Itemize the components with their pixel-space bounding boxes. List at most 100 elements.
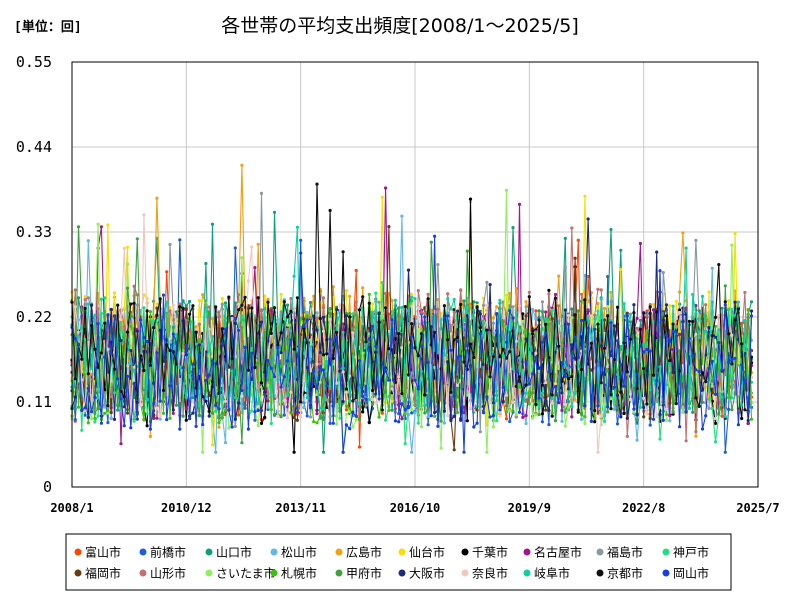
data-point — [367, 397, 371, 402]
data-point — [727, 332, 731, 336]
legend-item: 福島市 — [596, 545, 643, 560]
data-point — [544, 380, 548, 385]
data-point — [76, 318, 81, 322]
legend-marker — [270, 548, 278, 556]
data-point — [498, 298, 502, 302]
data-point — [727, 360, 731, 364]
data-point — [583, 273, 587, 278]
data-point — [674, 324, 678, 329]
data-point — [210, 411, 215, 415]
data-point — [148, 310, 152, 314]
data-point — [99, 297, 103, 301]
data-point — [354, 414, 358, 418]
data-point — [351, 331, 355, 335]
data-point — [478, 326, 482, 330]
data-point — [648, 305, 652, 309]
data-point — [243, 406, 247, 410]
data-point — [279, 364, 283, 368]
data-point — [707, 290, 711, 294]
data-point — [266, 405, 270, 409]
data-point — [132, 369, 136, 373]
data-point — [547, 423, 551, 427]
data-point — [749, 309, 754, 313]
data-point — [171, 318, 175, 322]
data-point — [361, 394, 365, 398]
data-point — [449, 418, 453, 423]
data-point — [645, 329, 649, 333]
data-point — [723, 450, 727, 454]
data-point — [90, 417, 94, 421]
data-point — [609, 357, 613, 361]
data-point — [514, 310, 518, 314]
data-point — [645, 412, 649, 416]
data-point — [335, 335, 339, 339]
data-point — [746, 410, 750, 414]
data-point — [335, 422, 339, 426]
data-point — [292, 274, 296, 278]
data-point — [135, 237, 139, 241]
data-point — [491, 316, 495, 320]
data-point — [246, 427, 250, 431]
data-point — [534, 309, 538, 313]
data-point — [207, 373, 211, 377]
data-point — [191, 400, 195, 404]
data-point — [570, 316, 574, 320]
data-point — [266, 407, 270, 411]
data-point — [583, 415, 587, 419]
data-point — [521, 334, 525, 338]
data-point — [155, 302, 159, 306]
data-point — [181, 299, 185, 303]
data-point — [184, 395, 188, 399]
data-point — [459, 418, 463, 422]
data-point — [743, 380, 747, 384]
data-point — [384, 369, 388, 373]
data-point — [361, 370, 365, 374]
data-point — [740, 416, 744, 421]
data-point — [668, 419, 672, 423]
data-point — [390, 299, 394, 303]
data-point — [237, 401, 241, 405]
data-point — [155, 313, 159, 317]
data-point — [348, 312, 352, 316]
data-point — [746, 421, 750, 425]
data-point — [697, 336, 701, 340]
data-point — [531, 307, 535, 311]
data-point — [635, 326, 639, 330]
data-point — [632, 303, 636, 307]
data-point — [478, 430, 482, 434]
data-point — [354, 326, 358, 330]
data-point — [468, 365, 473, 369]
data-point — [553, 292, 558, 297]
data-point — [86, 386, 90, 390]
legend-label: 山口市 — [216, 545, 252, 560]
data-point — [80, 428, 84, 432]
data-point — [524, 383, 528, 387]
data-point — [377, 397, 381, 401]
data-point — [86, 302, 90, 306]
data-point — [504, 404, 509, 408]
data-point — [178, 305, 182, 309]
data-point — [534, 402, 538, 407]
data-point — [73, 337, 77, 341]
data-point — [397, 306, 401, 310]
data-point — [612, 402, 616, 406]
data-point — [449, 307, 453, 311]
data-point — [717, 369, 721, 373]
data-point — [419, 425, 424, 429]
data-point — [619, 267, 623, 272]
data-point — [93, 420, 97, 424]
data-point — [344, 312, 348, 316]
data-point — [727, 308, 731, 312]
series-layer — [70, 163, 754, 454]
data-point — [250, 303, 254, 307]
data-point — [485, 395, 489, 399]
data-point — [746, 308, 750, 312]
data-point — [517, 375, 522, 379]
data-point — [550, 401, 554, 405]
data-point — [286, 393, 290, 397]
data-point — [308, 415, 313, 419]
data-point — [168, 309, 172, 313]
data-point — [227, 323, 231, 327]
data-point — [152, 402, 156, 406]
data-point — [125, 411, 130, 415]
